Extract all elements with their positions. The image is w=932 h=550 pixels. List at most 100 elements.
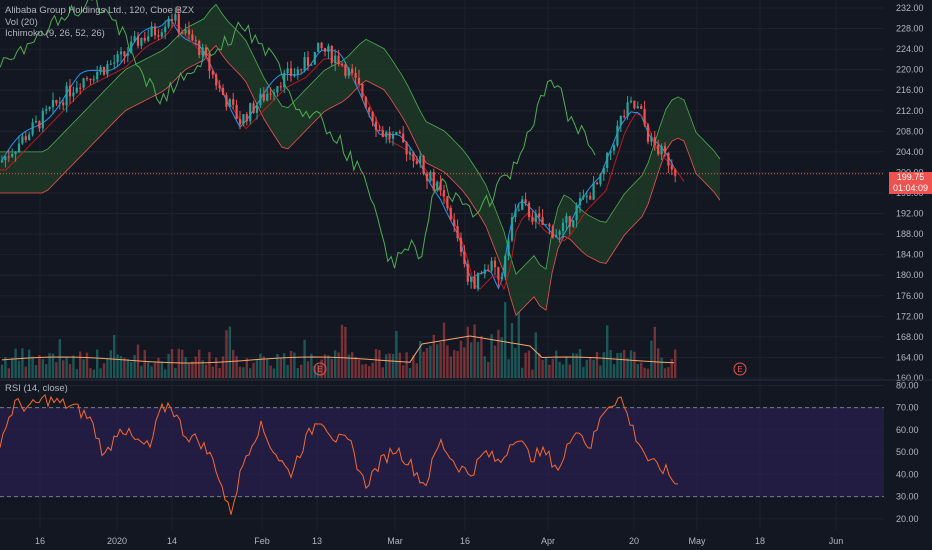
candle-body xyxy=(306,57,310,66)
volume-bar xyxy=(334,350,337,378)
symbol-legend[interactable]: Alibaba Group Holdings Ltd., 120, Cboe B… xyxy=(5,5,195,16)
candle-body xyxy=(551,226,554,238)
volume-bar xyxy=(368,366,371,378)
candle-body xyxy=(283,73,286,88)
volume-bar xyxy=(670,359,673,378)
candle-body xyxy=(510,217,514,241)
candle-body xyxy=(368,107,371,112)
candle-body xyxy=(235,104,238,119)
candle-body xyxy=(208,55,211,71)
rsi-tick-label: 40.00 xyxy=(896,469,919,479)
candle-body xyxy=(436,181,439,191)
candle-body xyxy=(531,216,534,222)
candle-body xyxy=(65,85,68,106)
volume-bar xyxy=(558,361,561,378)
bar-countdown-tag: 01:04:09 xyxy=(889,183,932,194)
candle-body xyxy=(623,116,626,118)
volume-bar xyxy=(497,329,500,378)
candle-body xyxy=(238,118,242,125)
candle-body xyxy=(381,130,384,137)
candle-body xyxy=(640,106,643,109)
volume-bar xyxy=(470,342,473,378)
volume-bar xyxy=(453,350,456,378)
candle-body xyxy=(344,64,347,76)
volume-bar xyxy=(466,326,469,378)
volume-bar xyxy=(585,359,588,378)
senkou-span-b xyxy=(0,44,721,317)
volume-legend[interactable]: Vol (20) xyxy=(5,17,38,28)
volume-ma-line xyxy=(1,335,675,364)
volume-bar xyxy=(674,349,677,378)
volume-bar xyxy=(65,357,68,378)
candle-body xyxy=(75,87,78,93)
candle-body xyxy=(521,199,524,210)
volume-bar xyxy=(92,369,95,378)
rsi-tick-label: 80.00 xyxy=(896,380,919,390)
volume-bar xyxy=(337,352,340,378)
volume-bar xyxy=(198,349,201,378)
candle-body xyxy=(595,182,599,185)
candle-body xyxy=(286,68,289,74)
time-tick-label: 2020 xyxy=(107,536,127,546)
earnings-marker[interactable]: E xyxy=(313,362,327,376)
candle-body xyxy=(561,222,565,232)
candle-body xyxy=(602,168,605,175)
volume-bar xyxy=(109,350,112,378)
candle-body xyxy=(439,181,442,191)
volume-bar xyxy=(439,342,442,378)
volume-bar xyxy=(473,324,476,378)
volume-bar xyxy=(133,355,136,378)
candle-body xyxy=(245,114,248,122)
candle-body xyxy=(272,92,276,95)
candle-body xyxy=(157,35,160,37)
earnings-marker[interactable]: E xyxy=(733,362,747,376)
volume-bar xyxy=(245,358,248,378)
volume-bar xyxy=(51,353,55,378)
candle-body xyxy=(361,83,364,98)
earnings-marker-label: E xyxy=(317,365,322,374)
volume-bar xyxy=(507,359,510,378)
candle-body xyxy=(21,136,24,144)
candle-body xyxy=(51,99,55,108)
candle-body xyxy=(578,198,582,206)
volume-bar xyxy=(354,356,357,378)
volume-bar xyxy=(303,339,306,378)
time-tick-label: Apr xyxy=(541,536,555,546)
volume-bar xyxy=(636,364,639,378)
volume-bar xyxy=(575,353,578,378)
volume-bar xyxy=(221,356,225,378)
candle-body xyxy=(102,67,106,75)
candle-body xyxy=(303,57,306,71)
candle-body xyxy=(657,145,660,155)
volume-bar xyxy=(412,355,415,378)
volume-bar xyxy=(147,362,150,378)
volume-bar xyxy=(300,364,303,378)
candle-body xyxy=(334,55,337,64)
candle-body xyxy=(293,74,296,77)
volume-bar xyxy=(521,367,524,378)
volume-bar xyxy=(629,350,633,378)
volume-bars xyxy=(0,302,677,378)
rsi-legend[interactable]: RSI (14, close) xyxy=(5,383,68,394)
ichimoku-legend[interactable]: Ichimoku (9, 26, 52, 26) xyxy=(5,28,105,39)
candle-body xyxy=(453,219,456,227)
volume-bar xyxy=(371,362,374,378)
volume-bar xyxy=(422,351,425,378)
volume-bar xyxy=(99,368,102,378)
candle-body xyxy=(34,120,38,123)
price-tick-label: 188.00 xyxy=(896,229,924,239)
volume-bar xyxy=(113,334,116,378)
candle-body xyxy=(589,195,592,200)
candle-body xyxy=(544,224,548,226)
candle-body xyxy=(55,99,58,104)
candle-body xyxy=(504,255,507,277)
volume-bar xyxy=(357,359,361,378)
volume-bar xyxy=(612,364,616,378)
candle-body xyxy=(408,152,412,155)
volume-bar xyxy=(541,359,544,378)
volume-bar xyxy=(89,368,92,378)
volume-bar xyxy=(252,362,255,378)
candle-body xyxy=(79,87,82,89)
